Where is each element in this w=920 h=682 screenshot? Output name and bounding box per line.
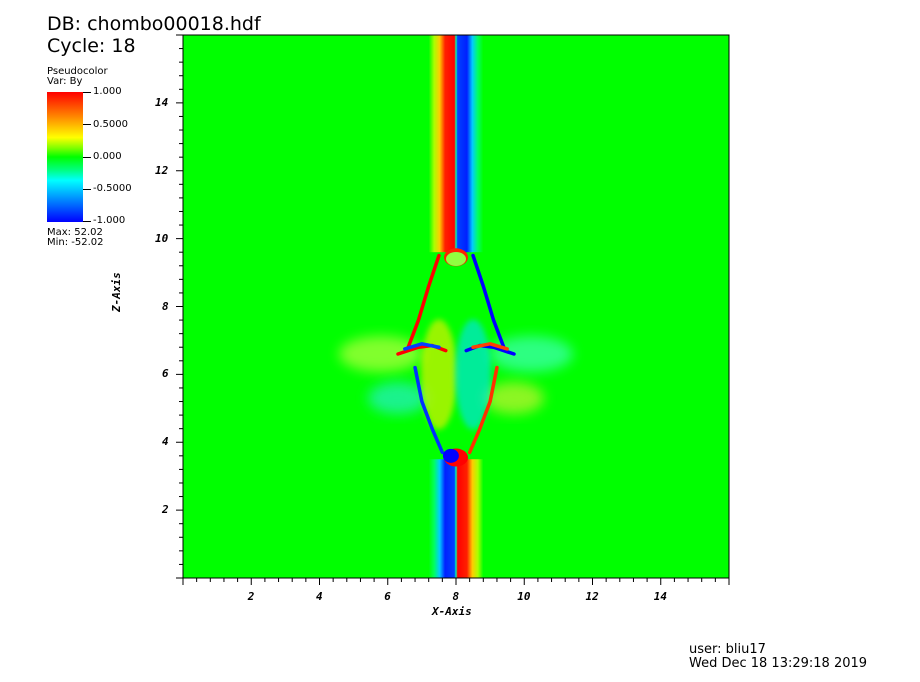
y-tick-label: 10 [155, 231, 169, 245]
field-background [183, 35, 729, 578]
upper-left-arm [406, 253, 441, 349]
x-tick-label: 4 [316, 590, 323, 603]
colorbar-tick [83, 221, 91, 222]
left-wing-edge [403, 342, 441, 351]
time-label: Time:0.045 [186, 35, 294, 57]
colorbar-label: -0.5000 [93, 183, 132, 194]
upper-knot [446, 251, 466, 266]
colorbar-tick [83, 189, 91, 190]
x-tick-label: 2 [247, 590, 255, 603]
plot-type-label: Pseudocolor [47, 66, 108, 77]
right-wing-edge [471, 342, 509, 351]
colorbar [47, 92, 83, 222]
central-yellow-region [420, 319, 457, 430]
colorbar-tick [83, 92, 91, 93]
lower-left-arm [413, 365, 445, 455]
lower-jet-column [428, 459, 484, 578]
user-label: user: bliu17 [689, 642, 766, 657]
plot-frame [182, 34, 730, 579]
min-label: Min: -52.02 [47, 237, 104, 248]
y-tick-label: 12 [155, 163, 169, 177]
y-tick-label: 4 [162, 435, 169, 449]
y-tick-label: 8 [162, 299, 169, 313]
plot-area [183, 35, 729, 578]
x-tick-label: 14 [653, 590, 667, 603]
colorbar-tick [83, 124, 91, 125]
y-tick-label: 14 [155, 95, 169, 109]
lower-knot-rim [444, 448, 468, 467]
right-wing [464, 343, 516, 356]
colorbar-label: 1.000 [93, 86, 122, 97]
lower-knot [442, 448, 459, 463]
colorbar-label: 0.5000 [93, 119, 128, 130]
y-tick-label: 6 [162, 367, 169, 381]
colorbar-label: 0.000 [93, 151, 122, 162]
left-lobe [338, 336, 423, 373]
central-cyan-region [455, 319, 492, 430]
x-tick-label: 10 [517, 590, 531, 603]
upper-knot-rim [444, 248, 468, 267]
upper-jet-column [428, 35, 484, 253]
cycle-label: Cycle: 18 [47, 35, 136, 57]
y-axis-title: Z-Axis [110, 272, 123, 312]
upper-right-arm [471, 253, 506, 349]
left-lower-lobe [367, 382, 428, 415]
max-label: Max: 52.02 [47, 227, 103, 238]
lower-right-arm [467, 365, 499, 455]
left-wing [396, 343, 448, 356]
colorbar-tick [83, 157, 91, 158]
right-lower-lobe [484, 382, 545, 415]
x-axis-title: X-Axis [432, 605, 472, 618]
axes [176, 34, 730, 585]
right-lobe [489, 336, 574, 373]
x-tick-label: 6 [384, 590, 391, 603]
y-tick-label: 2 [162, 503, 169, 517]
timestamp-label: Wed Dec 18 13:29:18 2019 [689, 656, 868, 671]
x-tick-label: 8 [452, 590, 460, 603]
x-tick-label: 12 [585, 590, 599, 603]
db-filename: DB: chombo00018.hdf [47, 13, 261, 35]
colorbar-label: -1.000 [93, 215, 126, 226]
variable-label: Var: By [47, 76, 83, 87]
